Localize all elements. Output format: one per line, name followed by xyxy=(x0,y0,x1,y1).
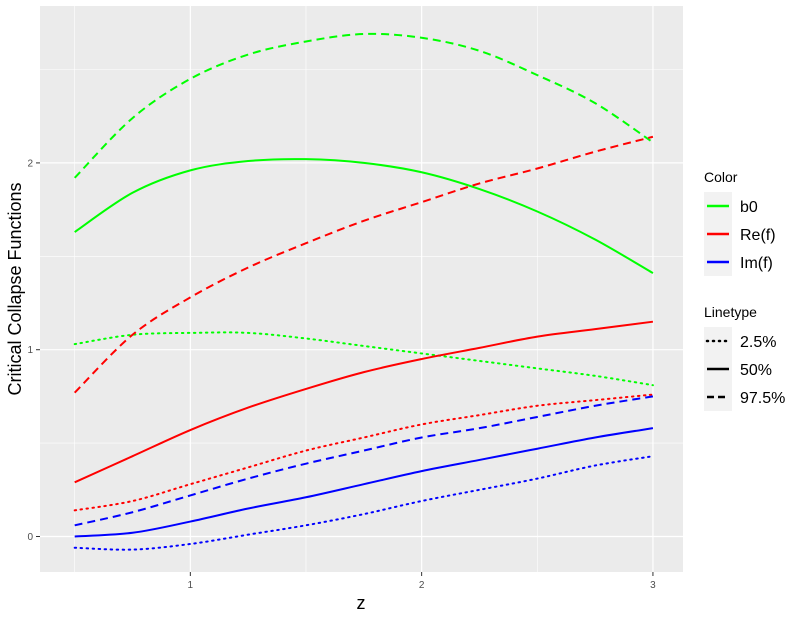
linetype-legend-keys: 2.5% 50% 97.5% xyxy=(704,327,785,411)
x-tick-label: 1 xyxy=(188,580,194,591)
legend-label: 2.5% xyxy=(740,334,776,351)
y-tick-label: 1 xyxy=(27,345,33,356)
legend-label: 97.5% xyxy=(740,390,785,407)
y-tick-label: 0 xyxy=(27,532,33,543)
series-line-b0-dashed xyxy=(73,32,654,179)
linetype-legend: Linetype 2.5% 50% 97.5% xyxy=(704,304,785,411)
series-line-im-f-solid xyxy=(74,427,654,538)
series-line-b0-solid xyxy=(74,158,654,274)
series-line-re-f-dotted xyxy=(73,393,654,512)
grid-minor xyxy=(40,6,683,572)
legend-label: b0 xyxy=(740,199,758,216)
series-line-re-f-dashed xyxy=(73,135,654,394)
linetype-legend-title: Linetype xyxy=(704,304,757,320)
legend-label: Re(f) xyxy=(740,227,776,244)
x-tick-label: 3 xyxy=(650,580,656,591)
x-axis-title: z xyxy=(357,593,366,613)
legend-label: Im(f) xyxy=(740,255,773,272)
axis-ticks xyxy=(36,162,654,576)
series-layer xyxy=(73,32,654,551)
x-tick-label: 2 xyxy=(419,580,425,591)
color-legend: Color b0 Re(f) Im(f) xyxy=(704,169,776,276)
legend-label: 50% xyxy=(740,362,772,379)
y-axis-title: Critical Collapse Functions xyxy=(5,182,25,395)
axis-tick-labels: 1 2 3 0 1 2 xyxy=(27,158,656,591)
series-line-im-f-dotted xyxy=(73,455,654,551)
series-line-re-f-solid xyxy=(74,320,654,484)
color-legend-title: Color xyxy=(704,169,738,185)
y-tick-label: 2 xyxy=(27,158,33,169)
plot-panel xyxy=(40,6,683,572)
color-legend-keys: b0 Re(f) Im(f) xyxy=(704,192,776,276)
